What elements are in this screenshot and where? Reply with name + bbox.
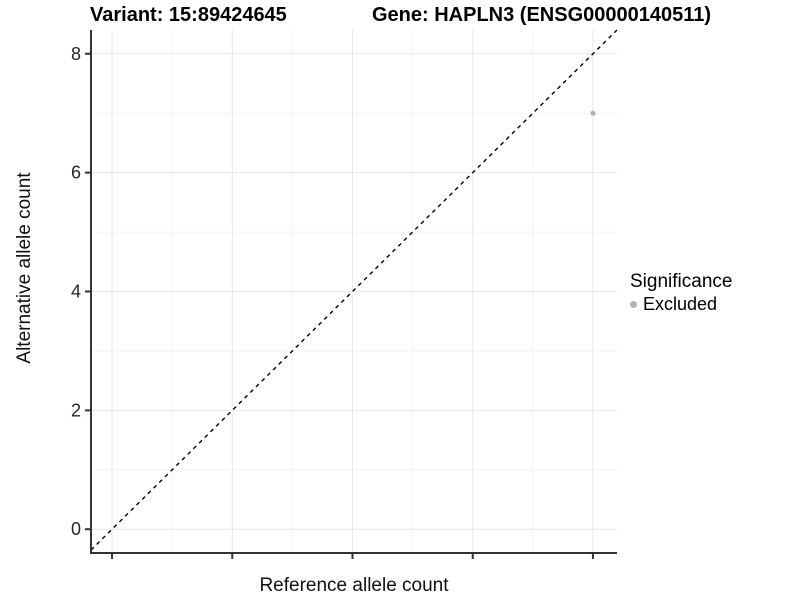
variant-title: Variant: 15:89424645 (90, 4, 287, 26)
y-axis-title: Alternative allele count (14, 172, 35, 364)
data-point (590, 110, 596, 116)
legend-item-label: Excluded (643, 294, 718, 314)
y-tick-label: 0 (71, 519, 81, 539)
legend: Significance Excluded (630, 271, 732, 315)
legend-title: Significance (630, 271, 733, 292)
x-tick-label: 0 (107, 560, 117, 562)
x-axis-title: Reference allele count (259, 575, 449, 596)
legend-item: Excluded (630, 294, 732, 315)
plot-panel: 0 2 4 6 8 0 2 4 6 8 (71, 29, 618, 562)
excluded-dot-icon (630, 301, 637, 308)
x-tick-label: 6 (468, 560, 478, 562)
x-tick-label: 8 (588, 560, 598, 562)
y-tick-label: 2 (71, 400, 81, 420)
y-tick-label: 8 (71, 44, 81, 64)
y-tick-label: 6 (71, 163, 81, 183)
gene-title: Gene: HAPLN3 (ENSG00000140511) (372, 4, 712, 26)
x-tick-label: 4 (347, 560, 357, 562)
y-tick-label: 4 (71, 282, 81, 302)
x-tick-label: 2 (227, 560, 237, 562)
identity-dashed-line (90, 29, 618, 551)
